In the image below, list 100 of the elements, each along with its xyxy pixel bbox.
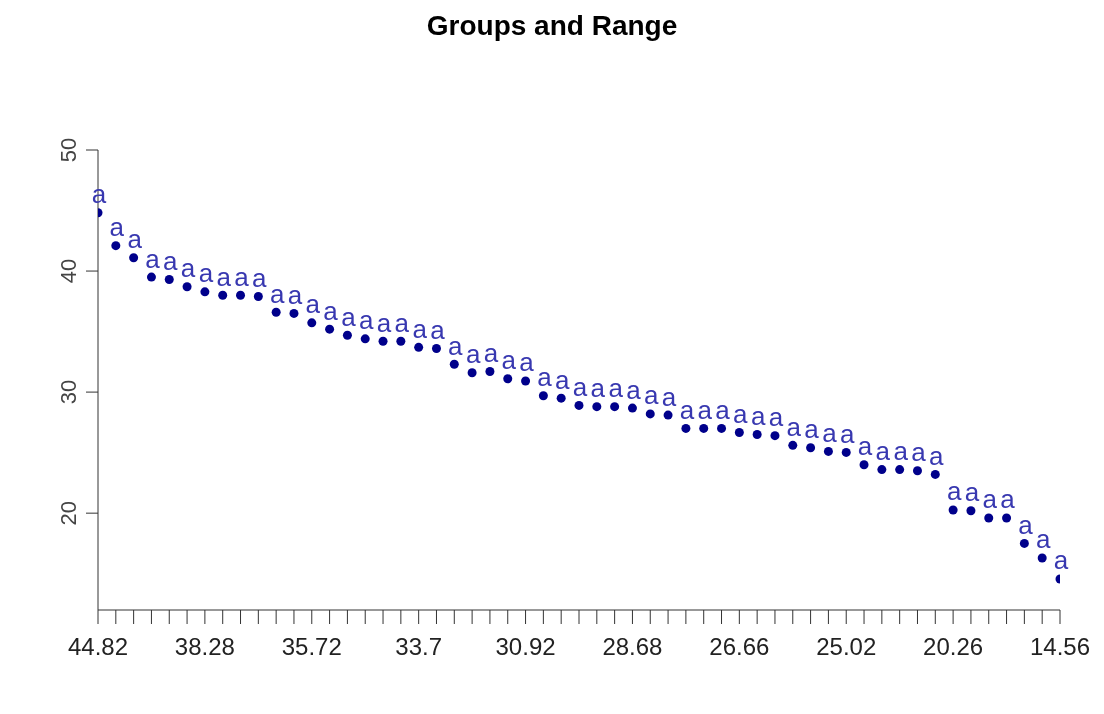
data-label: a [269,278,285,309]
point [663,410,673,420]
point [610,402,620,412]
data-label: a [644,380,660,411]
data-label: a [982,484,998,515]
data-label: a [1018,509,1034,540]
point [984,513,994,523]
x-tick-label: 30.92 [495,633,556,661]
data-label: a [661,381,677,412]
data-label: a [501,345,517,376]
data-label: a [216,261,232,292]
point [200,287,210,297]
x-tick-label: 33.7 [395,633,443,661]
x-tick-label: 35.72 [281,633,342,661]
data-label: a [305,289,321,320]
data-label: a [590,373,606,404]
data-label: a [483,338,499,369]
chart-title: Groups and Range [425,10,679,43]
point [1037,553,1047,563]
data-label: a [91,179,107,210]
data-label: a [358,305,374,336]
point [752,429,762,439]
y-tick-label: 50 [56,137,81,163]
point [129,253,139,263]
point [289,308,299,318]
data-label: a [394,307,410,338]
point [342,330,352,340]
data-label: a [1053,545,1069,576]
x-tick-label: 44.82 [67,633,129,661]
point [485,367,495,377]
data-label: a [376,307,392,338]
data-label: a [127,224,143,255]
data-label: a [946,476,962,507]
x-tick-label: 14.56 [1029,633,1091,661]
point [645,409,655,419]
x-tick-label: 38.28 [174,633,235,661]
point [627,403,637,413]
data-label: a [822,417,838,448]
point [699,423,709,433]
data-label: a [715,394,731,425]
data-label: a [750,400,766,431]
point [912,466,922,476]
data-label: a [964,477,980,508]
data-label: a [1035,524,1051,555]
point [164,275,174,285]
point [948,505,958,515]
point [770,431,780,441]
point [236,290,246,300]
data-label: a [252,262,268,293]
point [806,443,816,453]
point [1002,513,1012,523]
data-label: a [287,279,303,310]
point [360,334,370,344]
data-label: a [412,313,428,344]
point [592,402,602,412]
data-label: a [608,373,624,404]
point [966,506,976,516]
data-label: a [679,394,695,425]
point [1019,538,1029,548]
point [218,290,228,300]
data-label: a [697,394,713,425]
point [253,291,263,301]
data-label: a [198,258,214,289]
point [431,344,441,354]
point [146,272,156,282]
y-tick-label: 20 [56,500,81,526]
point [556,393,566,403]
data-label: a [163,246,179,277]
point [823,446,833,456]
x-tick-label: 20.26 [923,633,984,661]
data-label: a [145,243,161,274]
data-label: a [465,339,481,370]
point [503,374,513,384]
point [538,391,548,401]
data-label: a [572,371,588,402]
data-label: a [180,253,196,284]
point [271,307,281,317]
point [877,465,887,475]
point [378,336,388,346]
point [734,428,744,438]
point [788,440,798,450]
data-label: a [341,301,357,332]
data-label: a [929,440,945,471]
y-tick-label: 40 [56,258,81,284]
point [182,282,192,292]
point [681,423,691,433]
point [521,376,531,386]
point [414,342,424,352]
data-label: a [857,431,873,462]
data-label: a [1000,484,1016,515]
point [449,359,459,369]
x-tick-label: 28.68 [602,633,663,661]
x-tick-label: 25.02 [816,633,877,661]
data-label: a [804,414,820,445]
data-label: a [554,364,570,395]
data-label: a [839,418,855,449]
point [325,324,335,334]
data-label: a [893,436,909,467]
point [841,447,851,457]
data-label: a [786,411,802,442]
